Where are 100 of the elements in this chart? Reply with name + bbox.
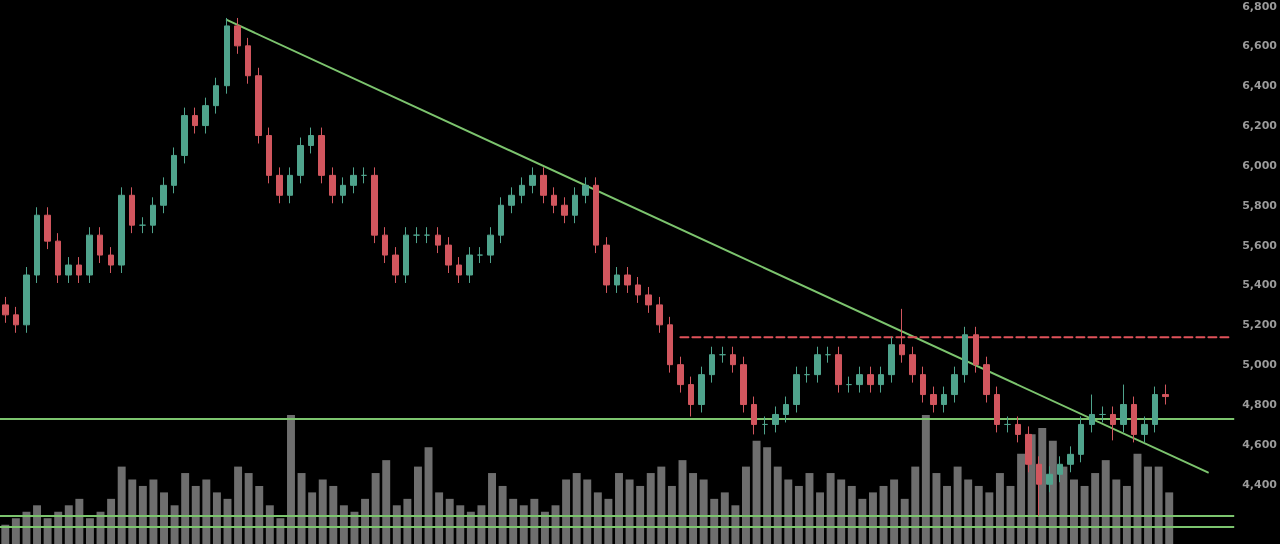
bar <box>308 492 317 544</box>
candlestick <box>97 226 103 264</box>
bar <box>1144 466 1153 544</box>
candlestick <box>1015 415 1021 443</box>
candlestick <box>340 176 346 204</box>
bar <box>244 473 253 544</box>
candlestick <box>192 107 198 135</box>
candlestick <box>1120 384 1127 433</box>
bar <box>593 492 602 544</box>
candlestick <box>572 186 578 224</box>
candlestick <box>751 396 757 435</box>
candlestick <box>551 186 557 214</box>
candlestick <box>118 186 125 274</box>
bar <box>371 473 380 544</box>
candlestick <box>255 67 262 144</box>
y-tick-label: 5,400 <box>1242 278 1278 292</box>
bar <box>64 505 73 544</box>
candlestick <box>951 366 958 404</box>
bar <box>837 479 846 544</box>
bar <box>720 492 729 544</box>
candlestick <box>878 366 884 394</box>
candlestick <box>508 186 515 214</box>
y-tick-label: 6,200 <box>1242 119 1278 133</box>
candlestick <box>973 326 979 374</box>
candlestick <box>403 226 409 284</box>
candlestick <box>920 366 926 404</box>
bar <box>509 498 518 544</box>
candlestick <box>814 346 821 384</box>
candlestick <box>1067 445 1074 473</box>
bar <box>710 498 719 544</box>
bar <box>413 466 422 544</box>
bar <box>117 466 126 544</box>
bar <box>191 485 200 544</box>
candlestick <box>688 376 694 417</box>
bar <box>477 505 486 544</box>
candlestick <box>888 336 895 384</box>
candlestick <box>308 127 314 154</box>
candlestick <box>899 308 905 364</box>
bar <box>943 485 951 544</box>
candlestick <box>994 386 1000 433</box>
candlestick <box>698 366 705 413</box>
candlestick <box>1078 415 1084 463</box>
bar <box>784 479 793 544</box>
candlestick <box>361 166 367 184</box>
candlestick <box>456 256 462 284</box>
bar <box>212 492 221 544</box>
bar <box>636 485 645 544</box>
bar <box>11 518 20 544</box>
y-tick-label: 4,400 <box>1242 477 1278 491</box>
bar <box>1165 492 1174 544</box>
candlestick <box>160 176 167 214</box>
bar <box>392 505 401 544</box>
bar <box>974 485 983 544</box>
candlestick <box>667 316 673 374</box>
candlestick <box>350 166 357 194</box>
candlestick <box>1099 406 1106 423</box>
bar <box>699 479 708 544</box>
candlestick <box>1131 396 1137 443</box>
candlestick <box>867 366 874 394</box>
candlestick <box>730 346 736 374</box>
candlestick <box>23 266 30 334</box>
candlestick <box>382 226 388 264</box>
bar <box>138 485 147 544</box>
candlestick <box>519 176 525 204</box>
candlestick <box>371 166 378 244</box>
bar <box>858 498 867 544</box>
candlestick <box>835 346 842 394</box>
bar <box>276 518 285 544</box>
candlestick <box>213 77 219 115</box>
y-tick-label: 5,000 <box>1242 358 1278 372</box>
y-tick-label: 4,800 <box>1242 398 1278 412</box>
candlestick <box>1089 394 1095 433</box>
candlestick <box>540 166 547 204</box>
y-tick-label: 6,800 <box>1242 0 1278 13</box>
candlestick <box>846 376 852 394</box>
candlestick <box>129 186 135 234</box>
bar <box>985 492 994 544</box>
bar <box>107 498 116 544</box>
bar <box>85 518 94 544</box>
y-tick-label: 5,600 <box>1242 238 1278 252</box>
candlestick <box>65 256 72 284</box>
bar <box>519 505 528 544</box>
bar <box>625 479 634 544</box>
candlestick <box>445 236 452 274</box>
candlestick <box>435 226 441 254</box>
bar <box>128 479 137 544</box>
bar <box>160 492 168 544</box>
candlestick <box>234 17 241 55</box>
bar <box>995 473 1004 544</box>
bar <box>752 440 761 544</box>
candlestick <box>318 127 325 184</box>
y-tick-label: 6,600 <box>1242 39 1278 53</box>
bar <box>265 505 274 544</box>
candlestick <box>529 166 536 194</box>
bar <box>1091 473 1100 544</box>
candlestick <box>245 37 251 85</box>
candlestick <box>941 386 947 413</box>
candlestick <box>181 107 188 164</box>
candlestick <box>150 196 156 234</box>
candlestick <box>44 206 51 250</box>
